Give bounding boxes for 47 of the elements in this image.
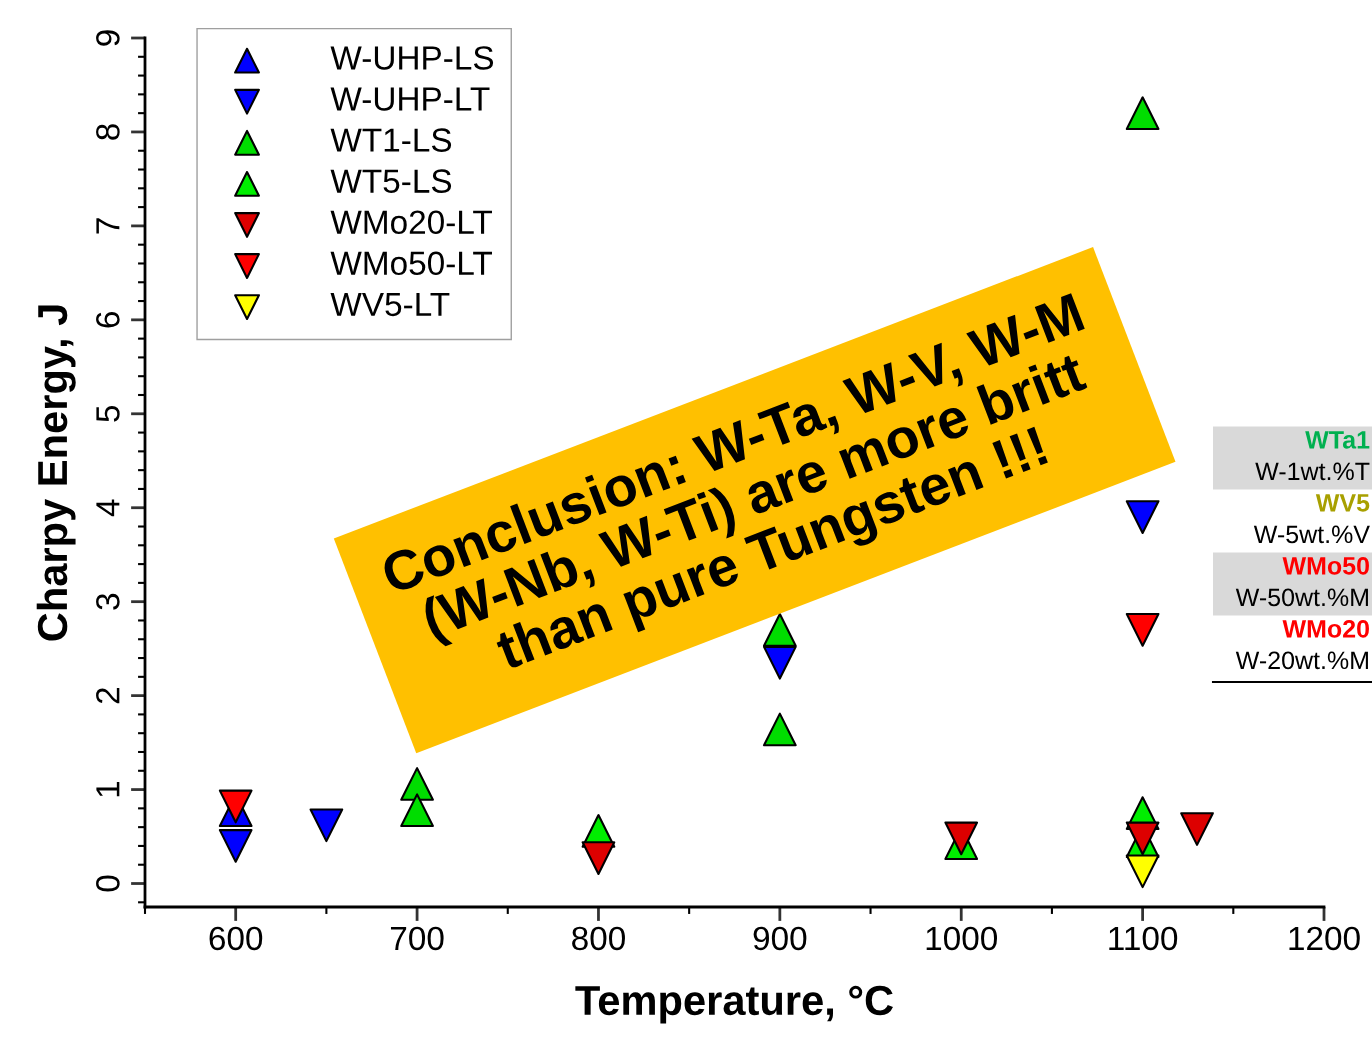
y-tick-label: 8	[96, 124, 120, 140]
legend-label: WT5-LS	[330, 169, 452, 193]
point	[1125, 612, 1160, 647]
x-tick-label: 800	[572, 926, 625, 951]
y-tick-label: 6	[96, 312, 120, 328]
legend-label: WT1-LS	[330, 128, 452, 152]
y-tick-label: 1	[96, 781, 120, 797]
legend-label: WV5-LT	[330, 292, 450, 317]
annotation: W-50wt.%M	[1235, 588, 1368, 607]
x-tick-label: 600	[209, 926, 263, 951]
annotation: WTa1	[1305, 431, 1370, 449]
y-tick-label: 9	[96, 30, 120, 46]
y-tick-label: 0	[96, 875, 120, 892]
legend-label: W-UHP-LT	[330, 87, 490, 111]
y-tick-label: 2	[96, 688, 120, 704]
x-tick-label: 1000	[926, 926, 998, 951]
point	[762, 645, 797, 680]
point	[309, 808, 344, 843]
point	[1125, 500, 1160, 534]
legend-label: W-UHP-LS	[330, 46, 494, 70]
y-axis-title: Charpy Energy, J	[36, 305, 76, 641]
x-axis-title: Temperature, °C	[575, 985, 893, 1024]
annotation: W-20wt.%M	[1235, 651, 1368, 670]
x-tick-label: 900	[753, 926, 807, 951]
x-tick-label: 1100	[1109, 926, 1178, 951]
y-tick-label: 7	[96, 218, 120, 234]
point	[581, 841, 616, 876]
annotation: W-5wt.%V	[1253, 525, 1370, 544]
y-tick-label: 4	[96, 499, 120, 517]
point	[1125, 854, 1160, 889]
y-tick-label: 3	[96, 593, 120, 610]
point	[1180, 812, 1214, 846]
x-tick-label: 700	[390, 926, 444, 951]
point	[762, 612, 797, 647]
legend-label: WMo20-LT	[330, 210, 492, 235]
y-tick-label: 5	[96, 405, 120, 422]
point	[1125, 96, 1160, 131]
legend-label: WMo50-LT	[330, 251, 492, 276]
annotation: WMo50	[1282, 557, 1369, 575]
point	[400, 793, 434, 828]
annotation: WMo20	[1282, 620, 1369, 638]
point	[762, 712, 797, 747]
annotation: WV5	[1315, 494, 1370, 512]
x-tick-label: 1200	[1289, 926, 1360, 951]
annotation: W-1wt.%T	[1255, 462, 1370, 481]
point	[400, 767, 434, 801]
point	[218, 829, 253, 863]
